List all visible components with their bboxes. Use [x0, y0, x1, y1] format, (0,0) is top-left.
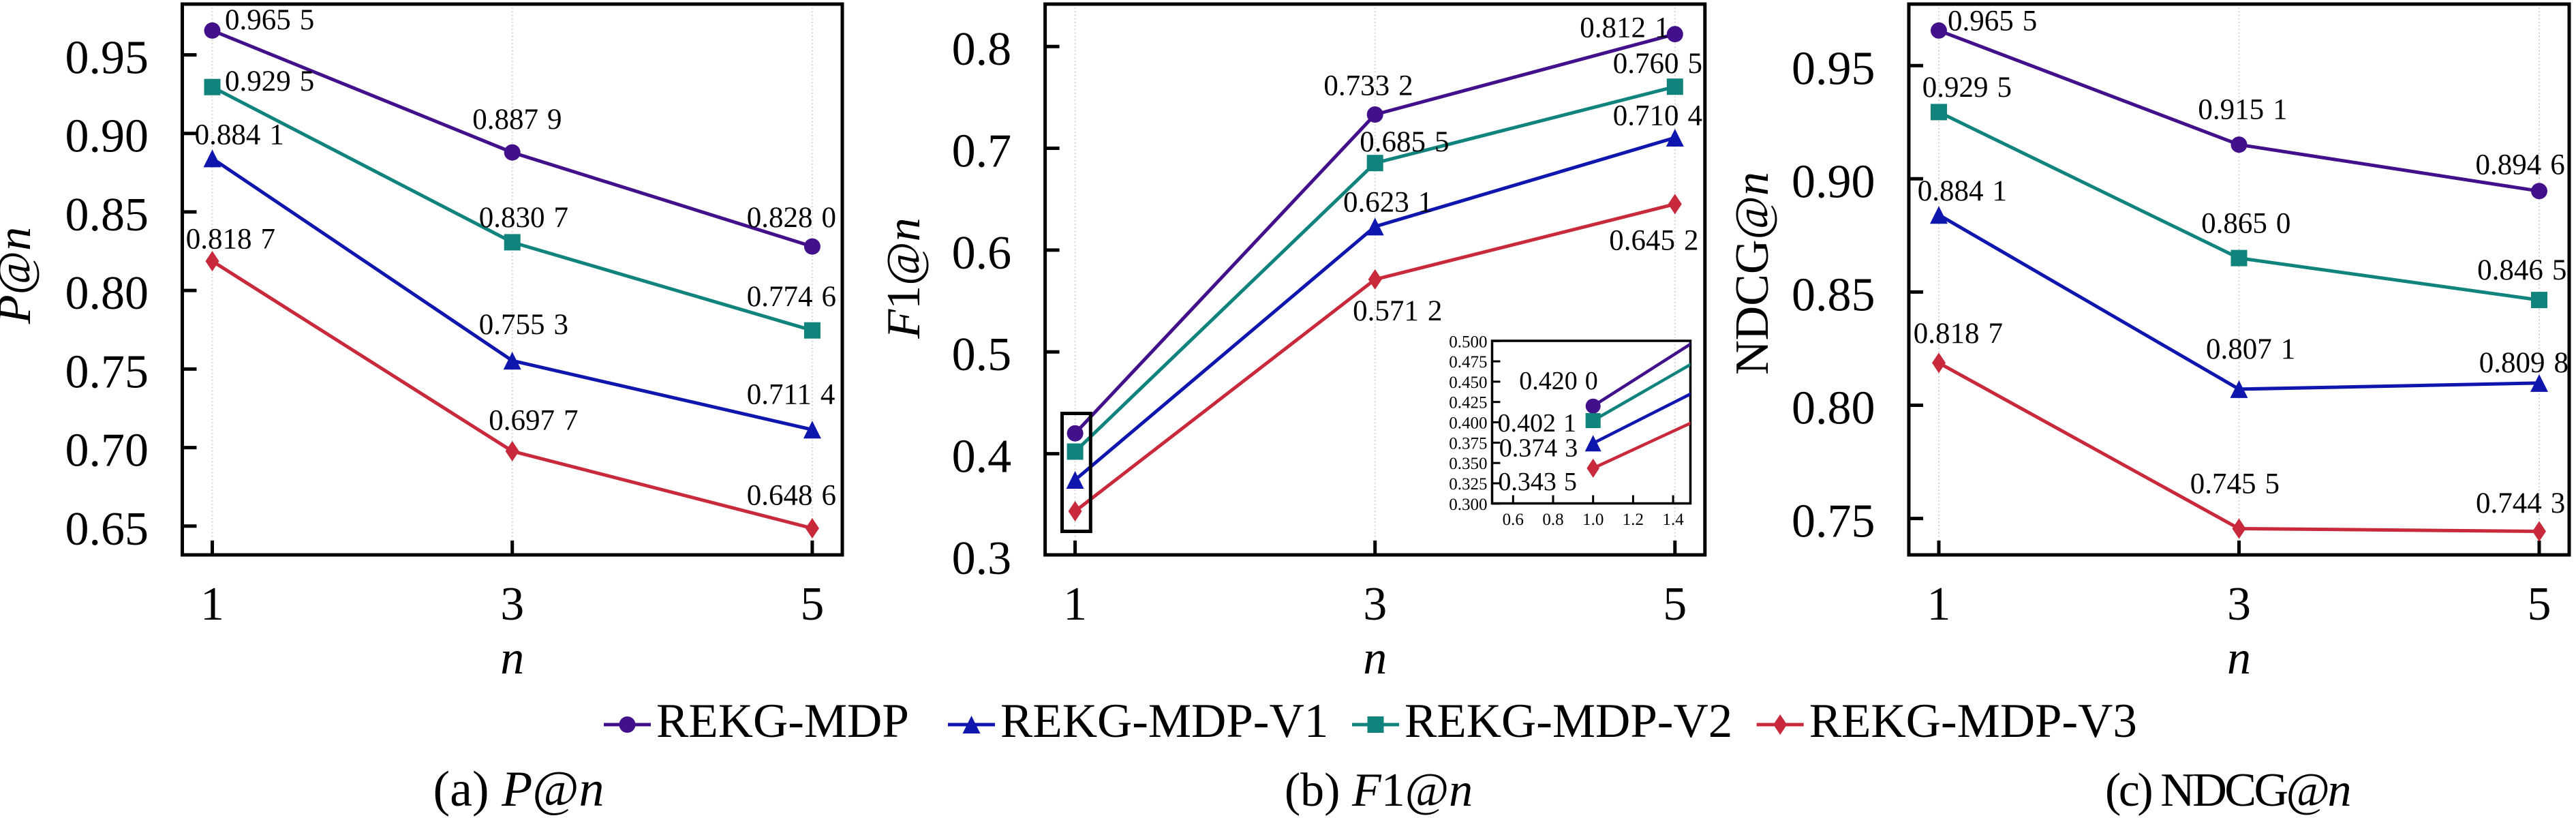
svg-text:0.3: 0.3 — [952, 532, 1012, 585]
svg-text:(a) P@n: (a) P@n — [433, 761, 604, 817]
svg-text:0.85: 0.85 — [1792, 269, 1875, 321]
svg-text:1.2: 1.2 — [1623, 511, 1644, 529]
svg-text:1: 1 — [1927, 578, 1951, 631]
svg-text:0.85: 0.85 — [65, 189, 149, 241]
svg-text:0.6: 0.6 — [952, 227, 1012, 279]
svg-text:(c) NDCG@n: (c) NDCG@n — [2105, 764, 2350, 817]
svg-text:0.75: 0.75 — [65, 346, 149, 398]
svg-text:0.5: 0.5 — [952, 329, 1012, 381]
svg-text:0.400: 0.400 — [1449, 414, 1487, 433]
svg-text:0.75: 0.75 — [1792, 496, 1875, 548]
svg-text:3: 3 — [2227, 578, 2251, 631]
svg-text:0.95: 0.95 — [65, 32, 149, 85]
svg-text:3: 3 — [1363, 578, 1387, 631]
svg-text:0.4: 0.4 — [952, 431, 1012, 483]
svg-text:0.6: 0.6 — [1503, 511, 1524, 529]
svg-text:0.425: 0.425 — [1449, 394, 1487, 412]
svg-text:5: 5 — [1663, 578, 1687, 631]
svg-text:REKG-MDP: REKG-MDP — [656, 695, 909, 748]
svg-text:0.90: 0.90 — [1792, 155, 1875, 208]
svg-text:0.300: 0.300 — [1449, 496, 1487, 514]
svg-text:REKG-MDP-V2: REKG-MDP-V2 — [1405, 695, 1732, 748]
svg-text:(b) F1@n: (b) F1@n — [1285, 764, 1473, 817]
svg-text:0.325: 0.325 — [1449, 475, 1487, 494]
svg-text:1: 1 — [1063, 578, 1087, 631]
svg-text:0.8: 0.8 — [952, 23, 1012, 76]
svg-text:REKG-MDP-V1: REKG-MDP-V1 — [1000, 695, 1328, 748]
svg-text:1: 1 — [200, 578, 224, 631]
svg-text:NDCG@n: NDCG@n — [1726, 172, 1779, 375]
svg-text:0.65: 0.65 — [65, 503, 149, 556]
svg-text:0.475: 0.475 — [1449, 353, 1487, 372]
svg-text:1.0: 1.0 — [1582, 511, 1604, 529]
svg-text:F1@n: F1@n — [878, 217, 930, 339]
svg-text:1.4: 1.4 — [1662, 511, 1684, 529]
svg-text:0.375: 0.375 — [1449, 434, 1487, 453]
svg-text:0.500: 0.500 — [1449, 333, 1487, 351]
svg-text:0.95: 0.95 — [1792, 42, 1875, 95]
svg-text:5: 5 — [800, 578, 824, 631]
svg-text:0.350: 0.350 — [1449, 455, 1487, 473]
svg-text:0.80: 0.80 — [1792, 382, 1875, 435]
svg-text:0.7: 0.7 — [952, 125, 1012, 178]
svg-text:0.8: 0.8 — [1542, 511, 1563, 529]
svg-text:0.450: 0.450 — [1449, 374, 1487, 392]
svg-text:n: n — [500, 632, 524, 684]
svg-text:0.70: 0.70 — [65, 425, 149, 477]
svg-text:0.80: 0.80 — [65, 267, 149, 320]
svg-text:P@n: P@n — [0, 227, 41, 324]
svg-text:REKG-MDP-V3: REKG-MDP-V3 — [1809, 695, 2137, 748]
svg-text:3: 3 — [500, 578, 524, 631]
svg-text:n: n — [2227, 632, 2251, 684]
svg-text:0.90: 0.90 — [65, 110, 149, 163]
svg-text:5: 5 — [2528, 578, 2551, 631]
svg-text:n: n — [1363, 632, 1387, 684]
